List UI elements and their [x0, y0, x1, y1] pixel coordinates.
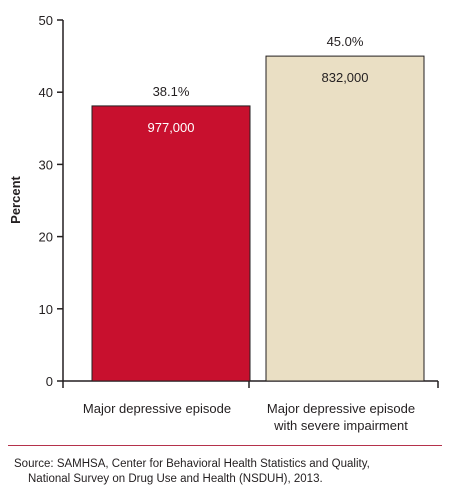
footer-divider — [8, 445, 442, 446]
x-category-label: Major depressive episode — [83, 401, 231, 416]
y-tick-label: 40 — [39, 85, 53, 100]
x-category-label: Major depressive episode — [267, 401, 415, 416]
bar-value-label: 45.0% — [327, 34, 364, 49]
source-line-1: Source: SAMHSA, Center for Behavioral He… — [14, 458, 370, 470]
source-line-2: National Survey on Drug Use and Health (… — [28, 473, 323, 485]
bar-count-label: 832,000 — [322, 70, 369, 85]
bar-chart: 0 10 20 30 40 50 Percent 38.1% 977,000 45.0% 832,… — [8, 13, 439, 433]
source-note: Source: SAMHSA, Center for Behavioral He… — [14, 457, 439, 487]
y-tick-label: 50 — [39, 13, 53, 28]
chart-bars — [91, 55, 425, 382]
bar — [91, 105, 251, 382]
y-axis-title: Percent — [8, 175, 23, 223]
chart-labels: 38.1% 977,000 45.0% 832,000 Major depressive… — [83, 34, 415, 433]
y-tick-label: 20 — [39, 230, 53, 245]
y-tick-label: 0 — [46, 374, 53, 389]
x-category-label: with severe impairment — [273, 418, 408, 433]
bar-count-label: 977,000 — [148, 120, 195, 135]
bar-value-label: 38.1% — [153, 84, 190, 99]
y-tick-label: 10 — [39, 302, 53, 317]
bar — [265, 55, 425, 382]
y-tick-label: 30 — [39, 157, 53, 172]
